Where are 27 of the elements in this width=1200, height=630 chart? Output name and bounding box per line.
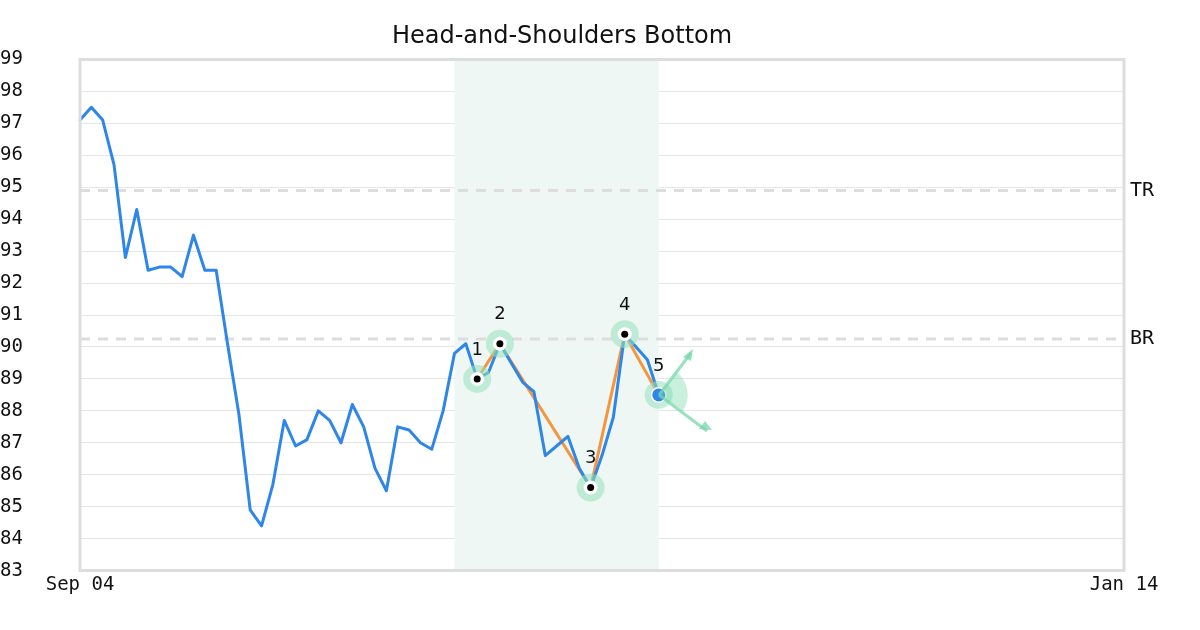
y-tick-label: 97	[0, 110, 23, 133]
x-tick-label: Sep 04	[45, 571, 115, 594]
y-tick-label: 99	[0, 46, 23, 69]
x-tick-label: Jan 14	[1089, 571, 1159, 594]
annotation: 2	[494, 302, 506, 324]
y-tick-label: 91	[0, 301, 23, 324]
y-tick-label: 83	[0, 557, 23, 580]
y-tick-label: 84	[0, 525, 23, 548]
y-tick-label: 87	[0, 429, 23, 452]
annotation: 5	[653, 353, 665, 375]
y-tick-label: 85	[0, 493, 23, 516]
y-tick-label: 90	[0, 333, 23, 356]
y-tick-label: 94	[0, 206, 23, 229]
y-tick-label: 89	[0, 365, 23, 388]
y-tick-label: 86	[0, 461, 23, 484]
ref-line-label: BR	[1130, 325, 1156, 350]
ref-line-label: TR	[1130, 176, 1156, 201]
y-tick-label: 88	[0, 397, 23, 420]
chart-title: Head-and-Shoulders Bottom	[391, 21, 733, 50]
y-tick-label: 98	[0, 78, 23, 101]
annotation: 4	[618, 292, 631, 314]
y-tick-label: 95	[0, 174, 23, 197]
annotation: 3	[584, 446, 597, 468]
y-tick-label: 96	[0, 142, 23, 165]
annotation: 1	[471, 337, 483, 359]
y-tick-label: 93	[0, 238, 23, 261]
y-tick-label: 92	[0, 269, 23, 292]
